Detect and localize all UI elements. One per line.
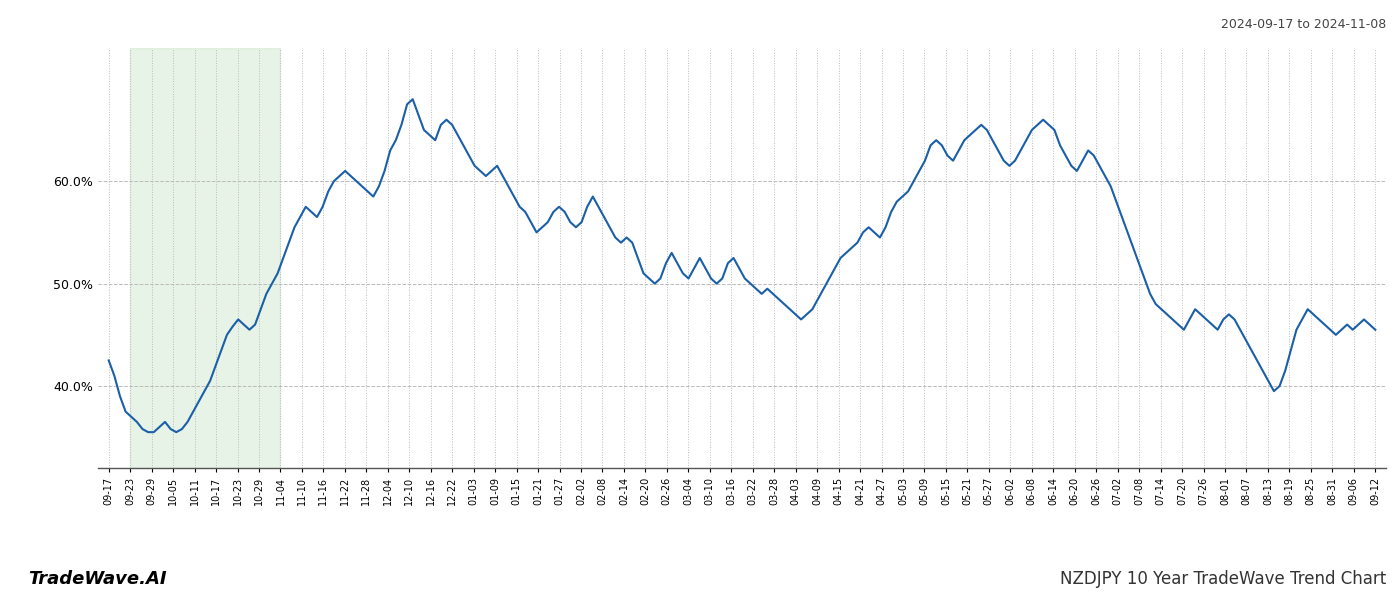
Text: 2024-09-17 to 2024-11-08: 2024-09-17 to 2024-11-08 <box>1221 18 1386 31</box>
Text: NZDJPY 10 Year TradeWave Trend Chart: NZDJPY 10 Year TradeWave Trend Chart <box>1060 570 1386 588</box>
Text: TradeWave.AI: TradeWave.AI <box>28 570 167 588</box>
Bar <box>130 48 280 468</box>
